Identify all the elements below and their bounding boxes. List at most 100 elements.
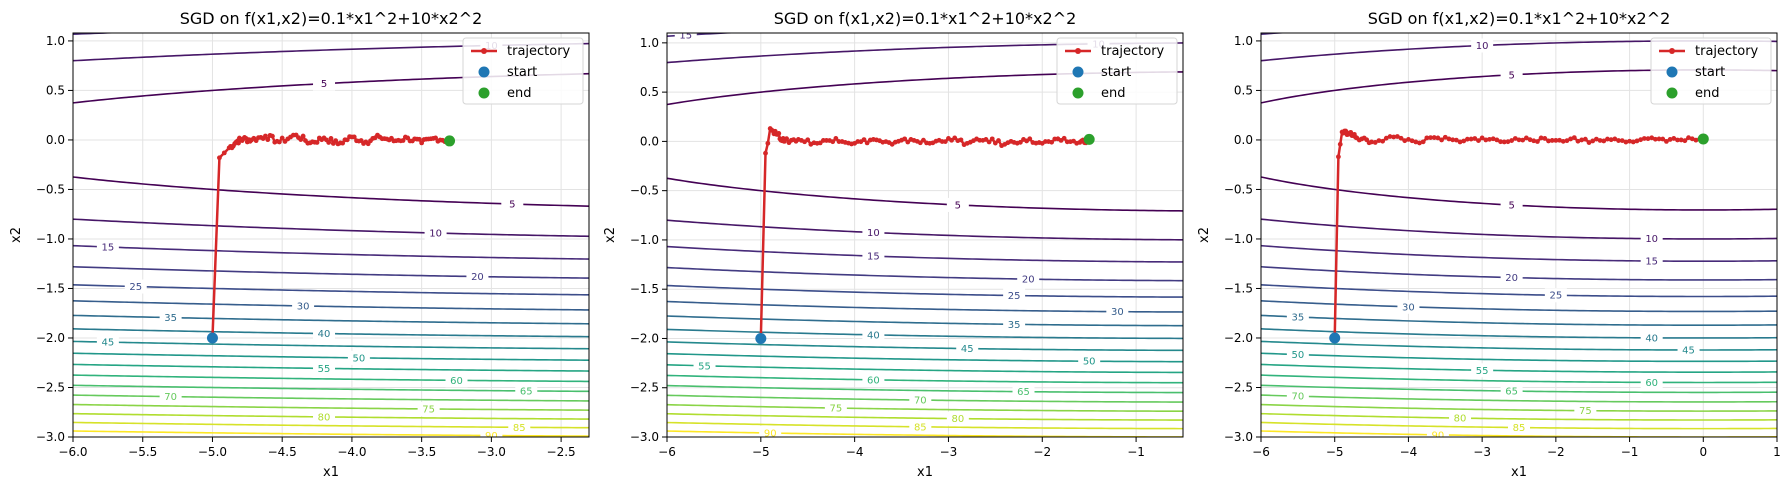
contour-line-45-lower [73,340,589,350]
trajectory-point [861,137,867,143]
y-tick-label: −1.5 [36,281,65,295]
trajectory-point [1689,136,1695,142]
trajectory-point [1428,135,1433,141]
x-tick-label: −4 [1400,445,1418,459]
contour-label-bg [1426,427,1449,437]
contour-line-10-lower [1261,218,1777,240]
contour-label-bg [1106,304,1129,319]
trajectory-point [765,140,771,146]
contour-label-bg [1544,288,1567,303]
trajectory-point [1442,134,1448,140]
y-tick-label: 0.5 [46,83,65,97]
contour-line-70-lower [73,394,589,402]
contour-label: 60 [867,375,880,386]
contour-label-bg [313,326,336,341]
contour-label: 85 [1513,423,1526,434]
trajectory-point [433,135,438,141]
contour-line-50-lower [667,352,1183,363]
subplot-2: SGD on f(x1,x2)=0.1*x1^2+10*x2^2 1510510… [603,9,1184,480]
contour-label-bg [1012,384,1035,399]
contour-line-60-lower [1261,374,1777,384]
trajectory-point [265,137,271,143]
chart-title: SGD on f(x1,x2)=0.1*x1^2+10*x2^2 [1368,9,1671,28]
trajectory-point [1605,136,1610,142]
contour-line-55-lower [667,363,1183,374]
x-tick-label: −5.0 [198,445,227,459]
y-ticks: −3.0 −2.5 −2.0 −1.5 −1.0 −0.5 0.0 0.5 1.0 [1224,34,1261,444]
contour-label-bg [862,225,885,240]
y-tick-label: 0.5 [1234,83,1253,97]
trajectory-point [1450,137,1456,143]
trajectory-point [1656,136,1662,142]
trajectory-point [1431,135,1437,140]
trajectory-point [1413,139,1419,145]
contour-label: 70 [914,396,927,407]
trajectory-point [1630,139,1636,145]
contour-label: 20 [471,272,484,283]
contour-label: 15 [1645,257,1658,268]
contour-label-bg [508,420,531,435]
trajectory-point [1446,136,1452,142]
contour-label: 30 [1111,307,1124,318]
legend-trajectory-label: trajectory [1101,44,1165,59]
y-axis-label: x2 [603,227,618,243]
contour-label: 35 [1008,320,1021,331]
subplot-3: SGD on f(x1,x2)=0.1*x1^2+10*x2^2 1055101… [1197,9,1781,480]
trajectory-point [1343,128,1349,134]
x-tick-label: −3 [1473,445,1491,459]
contour-label-bg [759,426,782,437]
contour-label: 45 [101,338,114,349]
trajectory-point [298,137,304,142]
end-point [1697,133,1709,145]
trajectory-point [1564,138,1570,144]
x-tick-label: −6.0 [58,445,87,459]
legend-start-label: start [1101,65,1131,80]
contour-label-bg [674,33,697,43]
y-tick-label: 0.0 [46,133,65,147]
trajectory-point [1017,139,1023,145]
x-tick-label: −2 [1033,445,1051,459]
trajectory-point [1337,141,1343,147]
legend: trajectory start end [1056,37,1178,105]
trajectory-point [1476,138,1481,144]
contour-label: 25 [1549,291,1562,302]
contour-label: 80 [318,412,331,423]
trajectory-point [1693,137,1699,143]
trajectory-point [1376,138,1382,143]
contour-label: 55 [698,361,711,372]
trajectory-point [830,139,836,145]
legend-trajectory-label: trajectory [507,44,571,59]
contour-label-bg [1471,38,1494,53]
trajectory-point [351,134,357,140]
contour-label: 65 [1505,387,1518,398]
contour-line-15-lower [1261,244,1777,263]
trajectory-point [1549,138,1555,143]
trajectory-point [1498,139,1503,145]
x-ticks: −6 −5 −4 −3 −2 −1 0 1 [1252,437,1781,459]
trajectory-point [416,136,422,142]
trajectory-point [277,139,282,145]
contour-label-bg [1500,384,1523,399]
legend-end-marker [478,87,490,99]
start-point [206,332,218,344]
x-tick-label: −5 [752,445,770,459]
contour-label-bg [824,401,847,416]
trajectory-point [1641,136,1647,141]
contour-line-20-lower [73,265,589,279]
trajectory-point [1435,135,1441,141]
trajectory-point [776,130,782,136]
end-point [444,135,456,147]
legend-trajectory-marker [1669,48,1675,54]
plot-frame [1260,32,1778,438]
contour-label-bg [313,76,336,91]
contour-labels: 151051015202530354045505560657075808590 [674,33,1129,437]
y-tick-label: −0.5 [36,182,65,196]
x-tick-label: −2 [1547,445,1565,459]
trajectory-point [996,138,1001,143]
trajectory-point [1678,137,1684,143]
subplot-1: SGD on f(x1,x2)=0.1*x1^2+10*x2^2 1055101… [9,9,590,480]
legend-end-label: end [507,86,532,101]
trajectory-point [1394,134,1400,139]
trajectory-point [300,133,306,139]
trajectory-point [1542,136,1548,141]
